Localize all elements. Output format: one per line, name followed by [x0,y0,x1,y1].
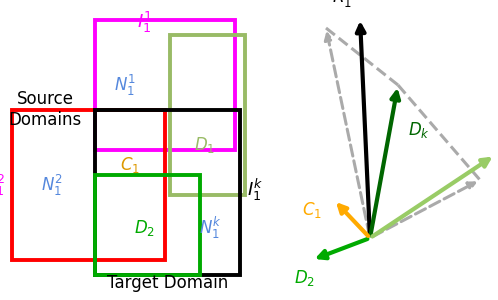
Text: Target Domain: Target Domain [108,274,229,292]
Text: $I_1^k$: $I_1^k$ [247,177,263,203]
Text: $C_1$: $C_1$ [302,200,322,220]
Text: $D_1$: $D_1$ [194,135,216,155]
Bar [12,110,165,260]
Text: $I_1^1$: $I_1^1$ [137,10,153,35]
Bar [95,175,200,275]
Text: Source
Domains: Source Domains [8,90,82,129]
Text: $I_1^2$: $I_1^2$ [0,172,5,197]
Bar [95,110,240,275]
Bar [95,20,235,150]
Text: $N_1^2$: $N_1^2$ [41,172,63,197]
Text: $D_2$: $D_2$ [294,268,316,288]
Text: $N_1^1$: $N_1^1$ [114,72,136,98]
Text: $N_1^k$: $N_1^k$ [199,215,222,241]
Text: $R_1^k$: $R_1^k$ [332,0,354,10]
Text: $D_k$: $D_k$ [408,120,430,140]
Bar [170,35,245,195]
Text: $D_2$: $D_2$ [134,218,155,238]
Text: $C_1$: $C_1$ [120,155,140,175]
